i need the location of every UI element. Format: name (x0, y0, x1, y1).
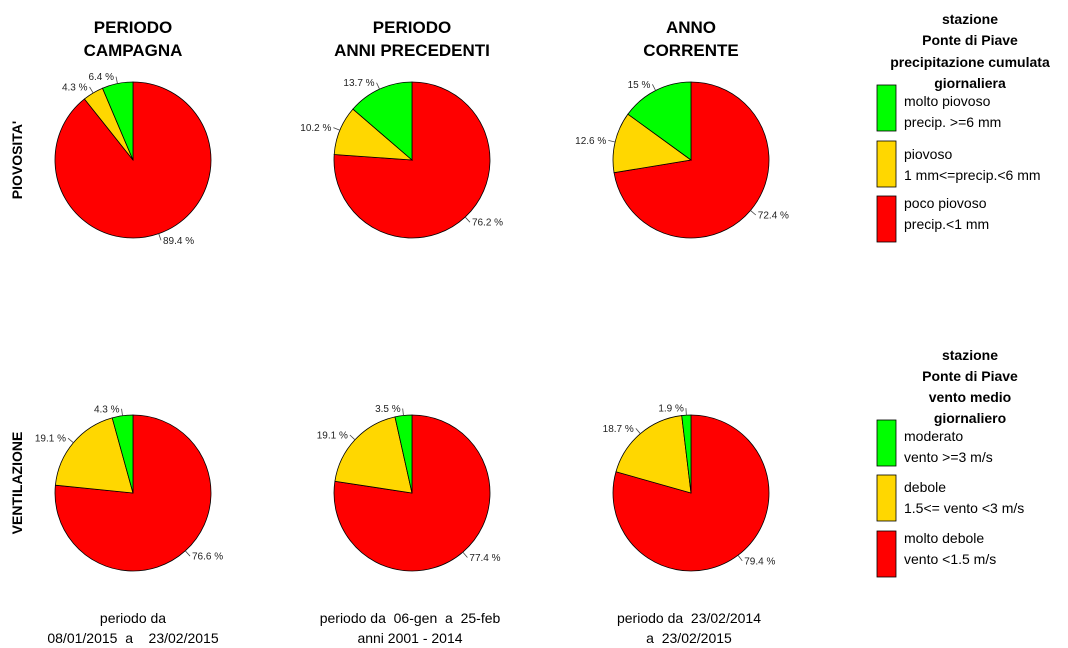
pie-label-leader (652, 84, 656, 91)
pie-slice-label: 13.7 % (343, 78, 374, 89)
pie-slice (612, 414, 770, 572)
pie-slice-label: 4.3 % (62, 82, 88, 93)
row-label-ventilazione: VENTILAZIONE (9, 432, 25, 535)
legend-title-line1: stazione (942, 11, 998, 27)
pie-slice (54, 414, 212, 572)
pie-label-leader (333, 127, 341, 131)
footer-campagna-line1: periodo da (100, 610, 166, 626)
pie-piovosita-periodo-anni-precedenti: 76.2 % 10.2 % 13.7 % (300, 78, 503, 239)
legend-vento: stazione Ponte di Piave vento medio gior… (876, 347, 1024, 578)
pie-label-leader (402, 408, 404, 416)
legend2-swatch-moderato (876, 419, 897, 467)
footer-corrente-line2: a 23/02/2015 (646, 630, 732, 646)
legend2-label-molto-debole: molto debole (904, 530, 984, 546)
legend2-desc-moderato: vento >=3 m/s (904, 449, 993, 465)
pie-slice-label: 3.5 % (375, 404, 401, 415)
pie-slice-label: 18.7 % (603, 424, 634, 435)
legend2-title-line1: stazione (942, 347, 998, 363)
pie-slice-label: 6.4 % (88, 72, 114, 83)
pie-ventilazione-periodo-anni-precedenti: 77.4 % 19.1 % 3.5 % (317, 404, 501, 572)
pie-slice (334, 416, 413, 494)
row-label-piovosita: PIOVOSITA' (9, 121, 25, 200)
footer-corrente-line1: periodo da 23/02/2014 (617, 610, 761, 626)
pie-label-leader (349, 434, 356, 441)
pie-label-leader (464, 216, 471, 223)
pies-layer: 89.4 %4.3 %6.4 %76.2 %10.2 %13.7 %72.4 %… (35, 72, 789, 572)
legend-swatch-molto-piovoso (876, 84, 897, 132)
legend-desc-piovoso: 1 mm<=precip.<6 mm (904, 167, 1041, 183)
pie-slice (681, 414, 692, 494)
pie-label-leader (635, 428, 641, 434)
pie-slice (615, 415, 692, 494)
column-title-corrente-line2: CORRENTE (643, 41, 738, 60)
legend-title-line3: precipitazione cumulata (890, 54, 1050, 70)
pie-slice (394, 414, 413, 494)
column-title-corrente-line1: ANNO (666, 18, 716, 37)
pie-ventilazione-anno-corrente: 79.4 % 18.7 % 1.9 % (603, 404, 775, 572)
legend2-desc-molto-debole: vento <1.5 m/s (904, 551, 996, 567)
column-title-campagna-line2: CAMPAGNA (84, 41, 183, 60)
legend2-label-debole: debole (904, 479, 946, 495)
legend-label-poco-piovoso: poco piovoso (904, 195, 987, 211)
pie-piovosita-anno-corrente: 72.4 % 12.6 % 15 % (575, 80, 789, 239)
pie-slice-label: 76.2 % (472, 218, 503, 229)
column-title-precedenti-line2: ANNI PRECEDENTI (334, 41, 490, 60)
legend-title-line2: Ponte di Piave (922, 32, 1018, 48)
pie-label-leader (608, 140, 616, 143)
pie-ventilazione-periodo-campagna: 76.6 % 19.1 % 4.3 % (35, 404, 223, 572)
pie-label-leader (376, 82, 380, 90)
pie-label-leader (737, 554, 743, 562)
pie-slice-label: 1.9 % (658, 404, 684, 415)
legend2-swatch-debole (876, 474, 897, 522)
pie-slice-label: 77.4 % (469, 553, 500, 564)
pie-slice-label: 19.1 % (317, 431, 348, 442)
legend-desc-poco-piovoso: precip.<1 mm (904, 216, 989, 232)
pie-slice-label: 19.1 % (35, 434, 66, 445)
pie-label-leader (185, 550, 191, 557)
legend-label-molto-piovoso: molto piovoso (904, 93, 991, 109)
pie-slice-label: 89.4 % (163, 236, 194, 247)
pie-label-leader (89, 86, 94, 94)
column-title-campagna-line1: PERIODO (94, 18, 172, 37)
pie-slice-label: 79.4 % (744, 556, 775, 567)
pie-slice (101, 81, 134, 161)
legend-swatch-piovoso (876, 140, 897, 188)
legend-desc-molto-piovoso: precip. >=6 mm (904, 114, 1001, 130)
pie-piovosita-periodo-campagna: 89.4 % 4.3 %6.4 % (54, 72, 212, 247)
column-title-precedenti-line1: PERIODO (373, 18, 451, 37)
footer-precedenti-line2: anni 2001 - 2014 (357, 630, 462, 646)
pie-slice-label: 72.4 % (758, 211, 789, 222)
pie-slice-label: 10.2 % (300, 123, 331, 134)
pie-label-leader (750, 210, 757, 216)
pie-slice-label: 4.3 % (94, 404, 120, 415)
footer-campagna-line2: 08/01/2015 a 23/02/2015 (47, 630, 218, 646)
pie-label-leader (115, 76, 118, 84)
legend2-swatch-molto-debole (876, 530, 897, 578)
legend2-label-moderato: moderato (904, 428, 963, 444)
pie-label-leader (67, 437, 74, 444)
legend-swatch-poco-piovoso (876, 195, 897, 243)
pie-slice (333, 81, 491, 239)
pie-slice-label: 12.6 % (575, 136, 606, 147)
footer-precedenti-line1: periodo da 06-gen a 25-feb (320, 610, 501, 626)
pie-slice (54, 417, 134, 494)
legend2-title-line4: giornaliero (934, 410, 1006, 426)
legend2-title-line3: vento medio (929, 389, 1011, 405)
legend-title-line4: giornaliera (934, 75, 1006, 91)
legend2-desc-debole: 1.5<= vento <3 m/s (904, 500, 1024, 516)
legend-label-piovoso: piovoso (904, 146, 952, 162)
pie-label-leader (462, 551, 468, 558)
pie-slice (627, 81, 692, 161)
pie-slice-label: 76.6 % (192, 552, 223, 563)
pie-label-leader (121, 408, 123, 416)
legend2-title-line2: Ponte di Piave (922, 368, 1018, 384)
legend-precipitazione: stazione Ponte di Piave precipitazione c… (876, 11, 1050, 243)
pie-label-leader (158, 233, 162, 241)
pie-slice (612, 113, 693, 174)
pie-slice-label: 15 % (628, 80, 651, 91)
